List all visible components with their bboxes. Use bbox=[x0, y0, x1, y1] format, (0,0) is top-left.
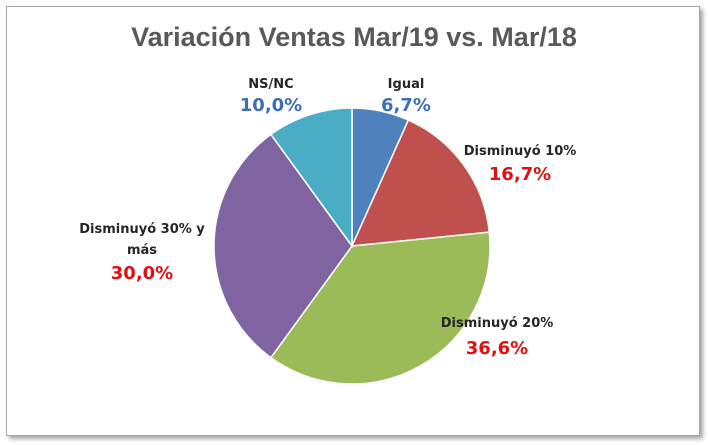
pie-slice-disminuy-30-y-m-s bbox=[213, 133, 353, 359]
slice-label-name: Igual bbox=[388, 77, 425, 92]
slice-label-value: 30,0% bbox=[111, 263, 173, 284]
slice-label-name: NS/NC bbox=[248, 77, 293, 92]
chart-title: Variación Ventas Mar/19 vs. Mar/18 bbox=[131, 22, 577, 52]
slice-label-name: Disminuyó 10% bbox=[464, 144, 577, 159]
pie-slice-disminuy-10- bbox=[350, 119, 491, 247]
pie-slice-disminuy-20- bbox=[269, 231, 491, 385]
slice-label-name: Disminuyó 20% bbox=[441, 316, 554, 331]
slice-label-value: 6,7% bbox=[381, 95, 431, 116]
slice-label-value: 36,6% bbox=[466, 338, 528, 359]
slice-label-value: 10,0% bbox=[240, 95, 302, 116]
slice-label-value: 16,7% bbox=[489, 164, 551, 185]
pie-slice-ns-nc bbox=[269, 107, 353, 249]
slice-label-name: más bbox=[127, 243, 157, 258]
slice-label-name: Disminuyó 30% y bbox=[79, 222, 205, 237]
